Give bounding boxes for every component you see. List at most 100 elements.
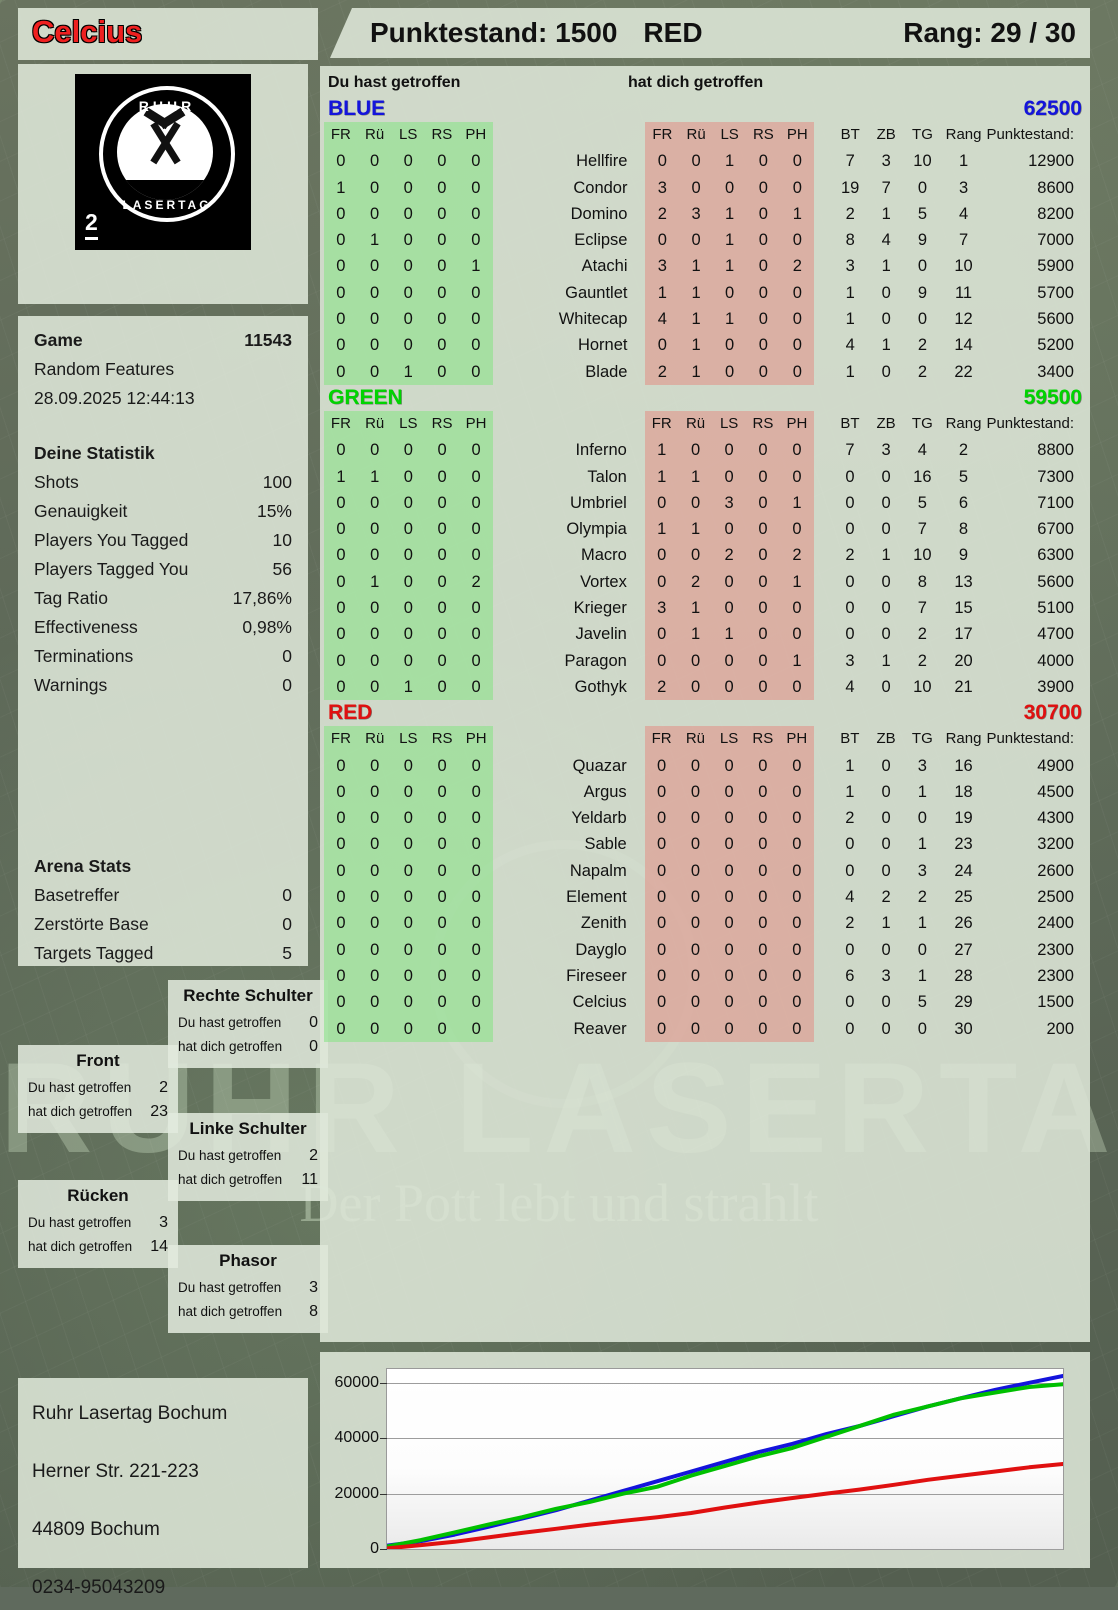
bodypart-value: 2 (309, 1147, 318, 1164)
bodypart-box-back: Rücken Du hast getroffen 3 hat dich getroff… (18, 1180, 178, 1268)
cell-bt: 2 (845, 809, 855, 828)
cell-points: 5200 (1037, 336, 1074, 355)
cell-points: 3400 (1037, 362, 1074, 381)
cell-you-hit: 0 (357, 542, 392, 569)
chart-lines (387, 1373, 1063, 1549)
cell-tg: 2 (917, 336, 928, 355)
bodypart-label: Du hast getroffen (28, 1215, 132, 1230)
cell-tagged-you: 0 (745, 805, 780, 832)
stat-value: 56 (272, 559, 292, 579)
cell-tagged-you: 0 (712, 778, 746, 806)
cell-you-hit: 0 (459, 778, 494, 806)
cell-you-hit: 0 (391, 279, 425, 307)
cell-spacer (814, 648, 832, 674)
cell-tagged-you: 0 (780, 148, 815, 175)
cell-tagged-you: 0 (780, 279, 815, 307)
address-line-2: Herner Str. 221-223 (32, 1461, 199, 1482)
cell-zb: 0 (881, 520, 891, 539)
cell-you-hit: 0 (324, 200, 358, 228)
cell-you-hit: 0 (458, 148, 493, 175)
cell-tagged-you: 0 (779, 831, 814, 858)
cell-player-name: Domino (570, 204, 628, 223)
cell-you-hit: 0 (324, 857, 358, 885)
cell-tagged-you: 0 (712, 463, 746, 490)
bodypart-got-row: hat dich getroffen 11 (178, 1168, 318, 1192)
th-them-PH: PH (779, 410, 814, 438)
cell-tagged-you: 0 (644, 778, 679, 806)
cell-player-name: Yeldarb (571, 809, 627, 828)
th-you-RS: RS (424, 122, 459, 149)
cell-bt: 1 (845, 283, 855, 302)
cell-you-hit: 0 (459, 463, 494, 490)
cell-tagged-you: 0 (712, 910, 746, 937)
cell-tg: 0 (917, 257, 928, 276)
cell-spacer (814, 569, 832, 595)
cell-points: 8200 (1037, 204, 1074, 223)
cell-tagged-you: 0 (779, 857, 814, 885)
cell-tagged-you: 0 (645, 148, 680, 175)
cell-points: 2600 (1037, 861, 1074, 880)
cell-bt: 19 (840, 178, 860, 197)
cell-spacer (814, 884, 832, 910)
cell-player-name: Olympia (566, 520, 627, 539)
cell-player-name: Krieger (573, 599, 627, 618)
cell-you-hit: 0 (324, 437, 358, 464)
bodypart-value: 0 (309, 1038, 318, 1055)
cell-rang: 29 (954, 993, 973, 1012)
bodypart-value: 14 (150, 1238, 168, 1255)
cell-tagged-you: 0 (779, 516, 814, 543)
table-row: 0 1 0 0 0 Eclipse 0 0 1 0 0 8 4 9 7 7000 (324, 227, 1086, 254)
player-team: RED (643, 17, 703, 48)
cell-you-hit: 0 (391, 910, 426, 937)
cell-bt: 0 (845, 520, 855, 539)
cell-you-hit: 0 (357, 831, 392, 858)
cell-you-hit: 1 (458, 253, 493, 280)
game-label: Game (34, 330, 83, 350)
cell-rang: 2 (958, 441, 969, 460)
cell-you-hit: 0 (391, 227, 425, 254)
cell-you-hit: 0 (424, 200, 459, 228)
address-line-3: 44809 Bochum (32, 1519, 160, 1540)
cell-tagged-you: 0 (745, 1015, 780, 1042)
cell-you-hit: 0 (459, 542, 494, 569)
chart-ytick-label: 40000 (334, 1429, 380, 1447)
stat-label: Targets Tagged (34, 943, 154, 963)
cell-you-hit: 0 (424, 148, 459, 175)
cell-spacer (814, 148, 832, 174)
cell-spacer (814, 779, 832, 805)
cell-you-hit: 0 (324, 306, 358, 333)
wave-base (117, 180, 213, 200)
cell-tg: 5 (917, 493, 927, 512)
cell-tagged-you: 1 (644, 437, 679, 464)
table-row: 0 0 0 0 0 Argus 0 0 0 0 0 1 0 1 18 4500 (324, 778, 1086, 806)
cell-you-hit: 0 (357, 752, 392, 779)
cell-rang: 24 (954, 861, 973, 880)
th-you-LS: LS (391, 410, 426, 438)
your-stats-title-row: Deine Statistik (34, 439, 292, 468)
cell-tagged-you: 1 (712, 200, 747, 228)
cell-tagged-you: 0 (644, 647, 679, 674)
cell-player-name: Fireseer (566, 966, 627, 985)
cell-points: 4700 (1037, 625, 1074, 644)
cell-tagged-you: 2 (678, 568, 713, 596)
stat-value: 10 (272, 530, 292, 550)
cell-tagged-you: 3 (712, 489, 746, 517)
player-rank: Rang: 29 / 30 (903, 17, 1076, 48)
bodypart-label: Du hast getroffen (178, 1015, 282, 1030)
cell-bt: 1 (845, 756, 855, 775)
cell-you-hit: 0 (458, 227, 493, 254)
cell-player-name: Umbriel (570, 493, 627, 512)
team-header-blue: BLUE 62500 (320, 96, 1090, 122)
chart-line-green (387, 1382, 1063, 1549)
cell-tagged-you: 0 (644, 752, 679, 779)
cell-tagged-you: 0 (644, 1015, 679, 1042)
cell-tagged-you: 1 (712, 253, 747, 280)
cell-you-hit: 0 (424, 253, 459, 280)
cell-tagged-you: 1 (644, 516, 679, 543)
cell-bt: 0 (845, 467, 855, 486)
cell-tagged-you: 1 (712, 306, 747, 333)
cell-you-hit: 1 (357, 568, 392, 596)
bodypart-got-row: hat dich getroffen 14 (28, 1235, 168, 1259)
cell-you-hit: 0 (425, 989, 460, 1016)
cell-you-hit: 0 (391, 831, 426, 858)
